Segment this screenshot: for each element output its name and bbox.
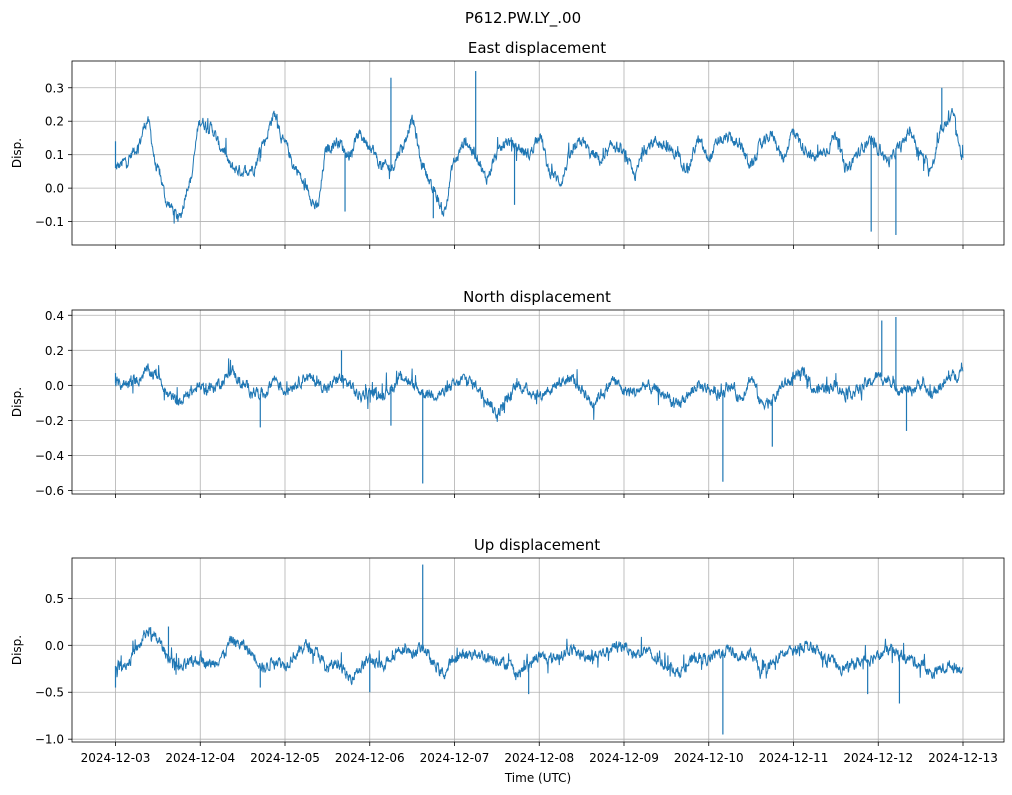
y-tick-label: −1.0: [35, 733, 64, 747]
x-tick-label: 2024-12-06: [335, 751, 405, 765]
data-series-line: [115, 107, 964, 224]
x-tick-label: 2024-12-11: [759, 751, 829, 765]
subplot-2: −1.0 −0.5 0.0 0.5 Up displacement Disp. 2024-1…: [10, 536, 1005, 765]
x-tick-label: 2024-12-13: [928, 751, 998, 765]
y-axis-label: Disp.: [10, 635, 24, 665]
subplot-title: Up displacement: [474, 536, 600, 554]
axes-frame: [71, 557, 1005, 743]
x-tick-label: 2024-12-09: [589, 751, 659, 765]
figure-suptitle: P612.PW.LY_.00: [465, 9, 581, 28]
y-tick-label: −0.4: [35, 449, 64, 463]
y-axis-label: Disp.: [10, 138, 24, 168]
y-tick-label: 0.0: [45, 379, 64, 393]
subplot-1: −0.6 −0.4 −0.2 0.0 0.2 0.4 North displacement D…: [10, 288, 1005, 498]
subplot-title: East displacement: [468, 39, 606, 57]
y-tick-label: 0.0: [45, 182, 64, 196]
x-tick-label: 2024-12-12: [843, 751, 913, 765]
y-tick-label: 0.2: [45, 344, 64, 358]
axes-frame: [71, 60, 1005, 246]
y-tick-label: 0.3: [45, 81, 64, 95]
data-series-line: [115, 358, 964, 422]
y-axis-label: Disp.: [10, 387, 24, 417]
axes-frame: [71, 309, 1005, 495]
y-tick-label: −0.2: [35, 414, 64, 428]
x-tick-label: 2024-12-10: [674, 751, 744, 765]
data-series-line: [115, 627, 964, 686]
y-tick-label: 0.5: [45, 592, 64, 606]
y-tick-label: 0.1: [45, 148, 64, 162]
x-axis-label: Time (UTC): [504, 771, 571, 785]
x-tick-label: 2024-12-04: [165, 751, 235, 765]
y-tick-label: −0.6: [35, 484, 64, 498]
x-tick-label: 2024-12-03: [81, 751, 151, 765]
y-tick-label: −0.5: [35, 686, 64, 700]
y-tick-label: 0.2: [45, 115, 64, 129]
y-tick-label: −0.1: [35, 215, 64, 229]
y-tick-label: 0.0: [45, 639, 64, 653]
x-tick-label: 2024-12-08: [504, 751, 574, 765]
x-tick-label: 2024-12-05: [250, 751, 320, 765]
x-tick-label: 2024-12-07: [420, 751, 490, 765]
y-tick-label: 0.4: [45, 309, 64, 323]
subplot-0: −0.1 0.0 0.1 0.2 0.3 East displacement Disp.: [10, 39, 1005, 249]
subplot-title: North displacement: [463, 288, 611, 306]
